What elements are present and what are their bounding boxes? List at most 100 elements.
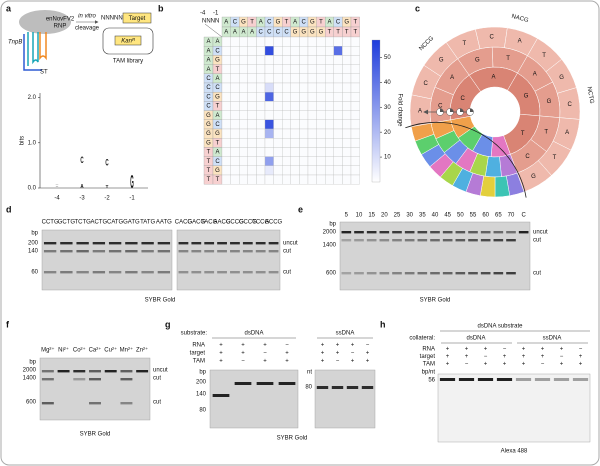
y-tick-label: 2.0 — [28, 95, 37, 101]
heatmap-cell — [221, 138, 231, 148]
unit-label: bp — [29, 360, 36, 366]
lane-label: 70 — [508, 213, 515, 219]
heatmap-cell — [230, 128, 240, 139]
heatmap-cell — [342, 92, 352, 102]
header-letter: T — [285, 20, 289, 26]
heatmap-cell — [307, 36, 317, 47]
heatmap-cell — [325, 73, 334, 84]
heatmap-cell — [239, 165, 248, 176]
gel-band — [404, 272, 415, 275]
gel-band — [43, 250, 57, 253]
header-letter: T — [207, 177, 211, 183]
lane-label: 25 — [394, 213, 401, 219]
gel-band — [404, 231, 415, 234]
gel-band — [518, 231, 529, 234]
heatmap-cell — [333, 110, 343, 120]
lane-label: ACCG — [265, 220, 283, 226]
header-letter: G — [206, 122, 211, 128]
gel-band — [354, 231, 364, 234]
lane-label: C — [521, 213, 526, 219]
sunburst-letter: G — [524, 93, 529, 99]
header-letter: T — [216, 177, 220, 183]
marker-label: 60 — [31, 270, 38, 276]
heatmap-cell — [333, 101, 343, 111]
substrate-title: dsDNA substrate — [477, 324, 523, 330]
heatmap-cell — [316, 92, 326, 102]
heatmap-cell — [299, 138, 309, 148]
sign: − — [484, 354, 488, 360]
heatmap-cell — [282, 73, 291, 84]
heatmap-cell — [264, 64, 274, 74]
heatmap-cell — [221, 110, 231, 120]
kan-label: Kanᴿ — [121, 38, 135, 45]
heatmap-cell — [282, 147, 291, 157]
gel-band — [417, 272, 428, 275]
heatmap-cell — [273, 64, 283, 74]
heatmap-cell — [316, 138, 326, 148]
sunburst-letter: G — [531, 174, 536, 180]
lane-label: 45 — [444, 213, 451, 219]
heatmap-cell — [325, 165, 334, 176]
heatmap-cell — [230, 156, 240, 166]
gel-band — [341, 272, 352, 275]
sign: − — [241, 359, 245, 365]
header-letter: A — [206, 39, 210, 45]
heatmap-cell — [290, 110, 300, 120]
gel-band — [534, 378, 551, 381]
gel-band — [268, 271, 279, 274]
sign: + — [219, 343, 223, 349]
heatmap-cell — [221, 128, 231, 139]
heatmap-cell — [325, 101, 334, 111]
gel-band — [120, 370, 133, 373]
pie-icon — [440, 108, 444, 112]
heatmap-cell — [290, 165, 300, 176]
heatmap-cell — [333, 119, 343, 130]
heatmap-cell — [290, 119, 300, 130]
heatmap-cell — [282, 128, 291, 139]
lane-label: TCTG — [74, 220, 91, 226]
sign: + — [446, 354, 450, 360]
heatmap-cell — [333, 92, 343, 102]
heatmap-cell — [350, 64, 360, 74]
gel-band — [468, 272, 478, 275]
heatmap-cell — [256, 73, 266, 84]
header-letter: C — [215, 122, 220, 128]
heatmap-cell — [239, 82, 248, 93]
heatmap-cell — [350, 174, 360, 185]
header-letter: C — [267, 30, 272, 36]
marker-label: 600 — [26, 400, 37, 406]
sign: + — [484, 347, 488, 353]
header-letter: T — [216, 67, 220, 73]
heatmap-cell — [350, 138, 360, 148]
gel-band — [125, 242, 138, 245]
lane-label: 60 — [482, 213, 489, 219]
gel — [314, 369, 376, 429]
heatmap-cell — [256, 36, 266, 47]
band-label: cut — [283, 249, 291, 255]
heatmap-cell — [307, 64, 317, 74]
gel-band — [493, 231, 504, 234]
heatmap-cell — [299, 82, 309, 93]
collateral-label: collateral: — [409, 336, 435, 342]
sunburst-letter: T — [506, 56, 510, 62]
heatmap-cell — [273, 92, 283, 102]
heatmap-cell — [230, 64, 240, 74]
heatmap-cell — [316, 119, 326, 130]
heatmap-cell — [333, 165, 343, 176]
y-tick-label: 1.0 — [28, 140, 37, 146]
heatmap-cell — [221, 165, 231, 176]
heatmap-cell — [325, 110, 334, 120]
sign: − — [351, 351, 355, 357]
panel-label: g — [165, 319, 171, 329]
heatmap-cell — [299, 174, 309, 185]
heatmap-cell — [350, 156, 360, 166]
lane-label: AATG — [156, 220, 172, 226]
heatmap-cell — [342, 156, 352, 166]
heatmap-cell — [316, 36, 326, 47]
heatmap-cell — [282, 101, 291, 111]
heatmap-cell — [342, 46, 352, 56]
sign: + — [503, 354, 507, 360]
heatmap-cell — [307, 46, 317, 56]
group-label: NACG — [511, 14, 530, 24]
